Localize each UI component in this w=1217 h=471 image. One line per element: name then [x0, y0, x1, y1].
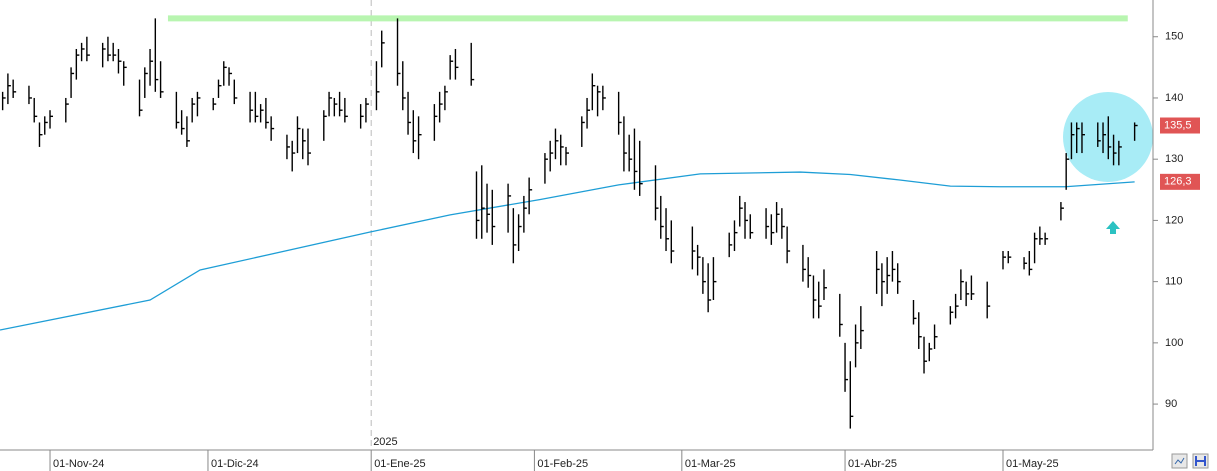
x-tick-label: 01-Mar-25: [685, 458, 736, 470]
price-tag-label: 126,3: [1164, 176, 1192, 188]
x-tick-label: 01-Dic-24: [211, 458, 259, 470]
y-tick-label: 120: [1165, 214, 1183, 226]
x-tick-label: 01-Nov-24: [53, 458, 104, 470]
y-tick-label: 140: [1165, 92, 1183, 104]
price-tag-label: 135,5: [1164, 119, 1192, 131]
x-tick-label: 01-Ene-25: [374, 458, 425, 470]
average-line: [0, 171, 1135, 331]
y-tick-label: 100: [1165, 337, 1183, 349]
price-tag: [1160, 117, 1200, 134]
y-tick-label: 90: [1165, 398, 1177, 410]
y-tick-label: 110: [1165, 276, 1183, 288]
up-arrow: [1106, 221, 1120, 234]
price-tag: [1160, 173, 1200, 190]
x-tick-label: 01-May-25: [1006, 458, 1059, 470]
year-label: 2025: [373, 436, 397, 448]
x-tick-label: 01-Abr-25: [848, 458, 897, 470]
save-icon: [1195, 456, 1206, 466]
x-tick-label: 01-Feb-25: [537, 458, 588, 470]
zoom-icon: [1174, 457, 1185, 465]
y-tick-label: 150: [1165, 31, 1183, 43]
y-tick-label: 130: [1165, 153, 1183, 165]
axes: 90 100 110 120 130 140 150 01-Nov-24 01-Dic-24 01…: [49, 31, 1200, 471]
plot: [0, 15, 1138, 429]
